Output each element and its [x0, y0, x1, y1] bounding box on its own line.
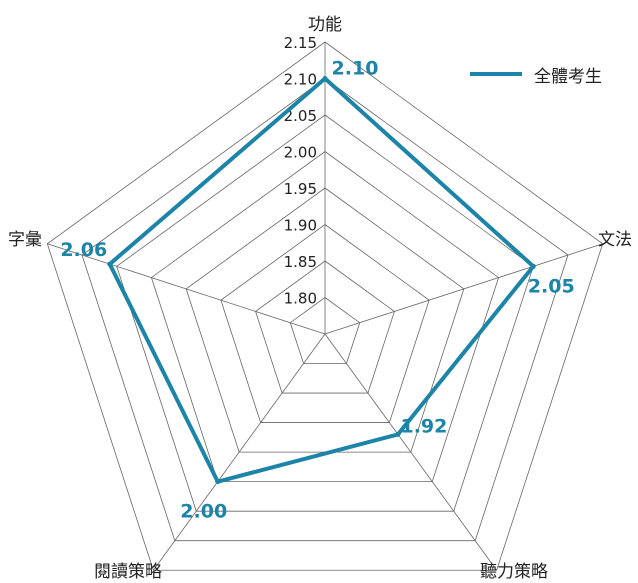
radial-tick-label: 1.95 — [284, 180, 317, 198]
grid-ring — [81, 78, 569, 542]
data-point — [322, 76, 328, 81]
radial-tick-label: 2.15 — [284, 34, 317, 52]
grid-ring — [150, 151, 500, 483]
radar-grid — [46, 41, 604, 571]
data-labels: 2.10 2.05 1.92 2.00 2.06 — [60, 58, 574, 523]
radial-tick-label: 2.10 — [284, 71, 317, 89]
data-label: 2.00 — [180, 501, 227, 523]
grid-spoke — [153, 333, 326, 571]
grid-spoke — [324, 243, 603, 335]
category-label: 功能 — [308, 15, 342, 35]
data-point — [215, 479, 221, 485]
grid-ring — [116, 114, 534, 512]
grid-ring — [289, 297, 361, 364]
data-point — [395, 431, 401, 437]
category-label: 文法 — [598, 230, 632, 250]
radial-tick-label: 1.85 — [284, 253, 317, 271]
grid-ring — [220, 224, 430, 423]
legend: 全體考生 — [470, 62, 602, 87]
series-layer — [107, 76, 536, 485]
legend-label: 全體考生 — [534, 66, 602, 87]
category-label: 字彙 — [8, 230, 42, 250]
grid-ring — [46, 41, 604, 571]
data-label: 2.10 — [332, 58, 379, 80]
data-label: 1.92 — [400, 415, 447, 437]
data-label: 2.06 — [60, 239, 107, 261]
radial-tick-label: 2.00 — [284, 144, 317, 162]
legend-swatch — [470, 72, 522, 76]
data-point — [107, 261, 113, 267]
data-label: 2.05 — [528, 275, 575, 297]
category-label: 閱讀策略 — [94, 562, 162, 582]
radial-tick-labels: 1.80 1.85 1.90 1.95 2.00 2.05 2.10 2.15 — [284, 34, 317, 308]
grid-spoke — [324, 333, 497, 571]
grid-spoke — [47, 243, 326, 335]
radial-tick-label: 1.80 — [284, 290, 317, 308]
radial-tick-label: 1.90 — [284, 217, 317, 235]
radial-tick-label: 2.05 — [284, 107, 317, 125]
grid-ring — [255, 260, 395, 394]
data-point — [530, 263, 536, 269]
series-line — [107, 76, 536, 484]
category-label: 聽力策略 — [480, 562, 548, 582]
